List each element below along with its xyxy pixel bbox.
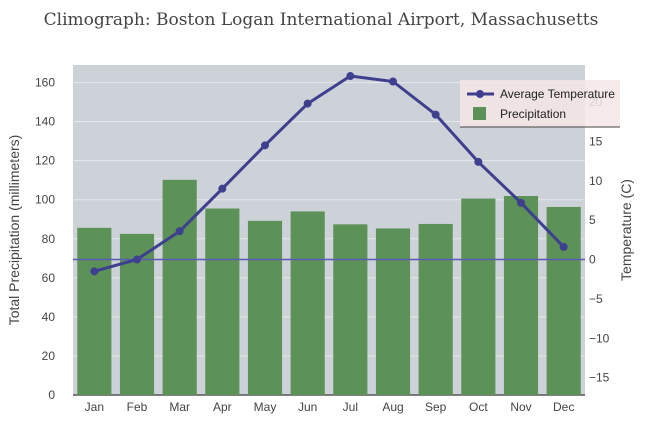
right-tick--5: −5 bbox=[589, 292, 603, 306]
right-tick--15: −15 bbox=[589, 371, 610, 385]
x-tick-jan: Jan bbox=[85, 400, 104, 414]
right-axis-ticks: −15−10−505101520 bbox=[589, 95, 610, 385]
precipitation-bar-dec bbox=[546, 206, 581, 395]
legend-box bbox=[460, 80, 620, 127]
chart-title: Climograph: Boston Logan International A… bbox=[44, 10, 599, 30]
temperature-point-may bbox=[261, 141, 269, 150]
precipitation-bar-oct bbox=[461, 198, 496, 395]
temperature-point-nov bbox=[517, 198, 525, 207]
temperature-point-dec bbox=[559, 242, 568, 251]
x-tick-apr: Apr bbox=[213, 400, 232, 414]
temperature-point-aug bbox=[389, 77, 397, 86]
temperature-point-apr bbox=[218, 184, 227, 193]
precipitation-bar-aug bbox=[375, 228, 411, 395]
right-tick-10: 10 bbox=[589, 174, 603, 188]
x-tick-feb: Feb bbox=[127, 400, 148, 414]
legend-line-marker bbox=[476, 90, 484, 98]
right-tick-0: 0 bbox=[589, 253, 596, 267]
left-tick-60: 60 bbox=[42, 271, 56, 285]
x-tick-sep: Sep bbox=[425, 400, 447, 414]
x-tick-may: May bbox=[254, 400, 277, 414]
x-tick-jun: Jun bbox=[298, 400, 317, 414]
left-tick-40: 40 bbox=[42, 310, 56, 324]
precipitation-bar-jan bbox=[77, 227, 112, 395]
left-tick-0: 0 bbox=[48, 388, 55, 402]
temperature-point-mar bbox=[175, 227, 184, 236]
legend-label-precipitation: Precipitation bbox=[500, 107, 566, 121]
right-tick-15: 15 bbox=[589, 134, 603, 148]
left-tick-120: 120 bbox=[35, 154, 55, 168]
right-tick--10: −10 bbox=[589, 331, 610, 345]
left-tick-160: 160 bbox=[35, 76, 55, 90]
right-axis-title: Temperature (C) bbox=[618, 179, 634, 281]
temperature-line bbox=[93, 74, 565, 273]
legend-bar-swatch bbox=[473, 107, 486, 120]
grid-lines bbox=[73, 82, 585, 396]
precipitation-bar-mar bbox=[162, 179, 197, 395]
legend-label-temperature: Average Temperature bbox=[500, 87, 615, 101]
temperature-line-group bbox=[90, 72, 568, 276]
x-tick-mar: Mar bbox=[169, 400, 190, 414]
left-axis-ticks: 0 20 40 60 80 100 120 140 160 bbox=[35, 76, 55, 402]
temperature-point-jun bbox=[303, 99, 312, 108]
x-tick-nov: Nov bbox=[510, 400, 531, 414]
temperature-point-jul bbox=[346, 72, 355, 81]
right-tick-5: 5 bbox=[589, 213, 596, 227]
left-tick-80: 80 bbox=[42, 232, 56, 246]
precipitation-bar-nov bbox=[503, 196, 539, 395]
x-tick-dec: Dec bbox=[553, 400, 574, 414]
precipitation-bar-sep bbox=[418, 223, 453, 395]
x-tick-aug: Aug bbox=[382, 400, 403, 414]
left-tick-100: 100 bbox=[35, 193, 55, 207]
left-tick-20: 20 bbox=[42, 349, 56, 363]
x-tick-jul: Jul bbox=[343, 400, 358, 414]
x-axis-ticks: Jan Feb Mar Apr May Jun Jul Aug Sep Oct Nov Dec bbox=[85, 400, 575, 414]
left-axis-title: Total Precipitation (millimeters) bbox=[6, 135, 22, 326]
legend[interactable]: Average Temperature Precipitation bbox=[460, 80, 620, 128]
x-tick-oct: Oct bbox=[469, 400, 488, 414]
precipitation-bar-jul bbox=[333, 224, 368, 395]
temperature-point-oct bbox=[474, 157, 483, 166]
temperature-point-sep bbox=[431, 110, 440, 119]
temperature-point-jan bbox=[90, 267, 99, 276]
left-tick-140: 140 bbox=[35, 115, 55, 129]
precipitation-bar-apr bbox=[205, 208, 240, 395]
temperature-point-feb bbox=[133, 255, 141, 264]
precipitation-bar-may bbox=[247, 220, 283, 395]
precipitation-bars bbox=[77, 179, 581, 395]
precipitation-bar-jun bbox=[290, 211, 325, 395]
